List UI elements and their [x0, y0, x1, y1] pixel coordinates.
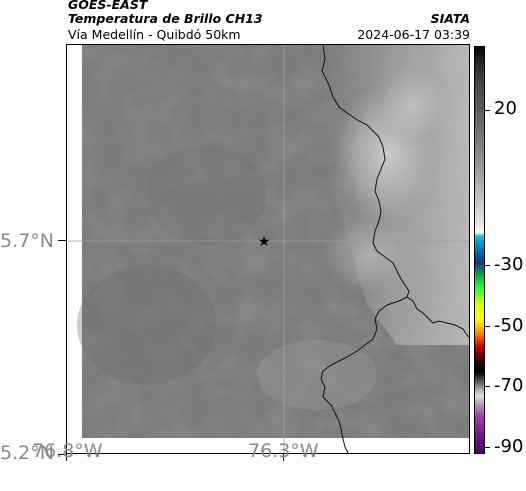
- brand-label: SIATA: [430, 11, 470, 26]
- border-line: [406, 296, 469, 338]
- colorbar-label: -50: [494, 315, 524, 336]
- satellite-title: GOES-EAST: [68, 0, 148, 12]
- region-label: Vía Medellín - Quibdó 50km: [68, 27, 241, 42]
- colorbar-tick: [485, 110, 490, 111]
- star-icon: ★: [258, 234, 271, 250]
- border-line: [320, 296, 408, 453]
- lat-label-5-7: 5.7°N: [0, 230, 54, 252]
- lon-label-76-3: 76.3°W: [248, 440, 319, 462]
- colorbar-label: -70: [494, 375, 524, 396]
- colorbar: [474, 46, 485, 454]
- colorbar-tick: [485, 265, 490, 266]
- lat-tick: [58, 240, 66, 241]
- colorbar-tick: [485, 326, 490, 327]
- colorbar-label: -30: [494, 254, 524, 275]
- lon-label-76-8: 76.8°W: [32, 440, 103, 462]
- product-title: Temperatura de Brillo CH13: [68, 11, 263, 26]
- satellite-image: ★: [67, 45, 469, 453]
- datetime-label: 2024-06-17 03:39: [357, 27, 470, 42]
- colorbar-tick: [485, 447, 490, 448]
- lat-tick: [58, 454, 66, 455]
- colorbar-label: -90: [494, 436, 524, 457]
- colorbar-label: 20: [494, 98, 517, 119]
- border-line: [321, 45, 410, 298]
- lon-tick: [66, 454, 67, 461]
- map-panel[interactable]: ★: [66, 44, 470, 454]
- lon-tick: [283, 454, 284, 461]
- colorbar-tick: [485, 386, 490, 387]
- lat-label-5-2: 5.2°N: [0, 442, 54, 464]
